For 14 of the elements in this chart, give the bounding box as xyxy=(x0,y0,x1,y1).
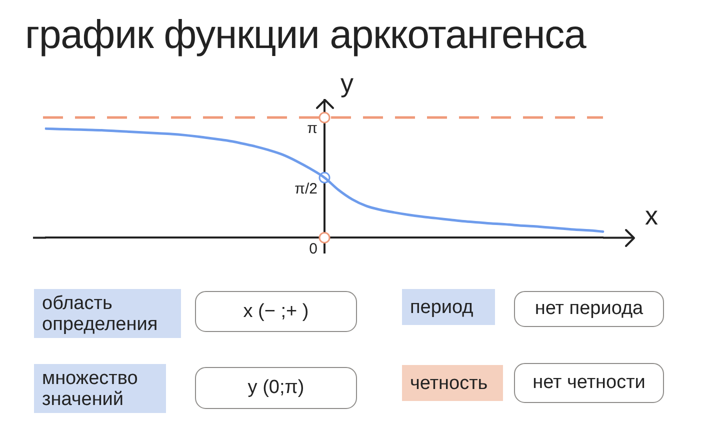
text: x (− ;+ ) xyxy=(243,300,309,322)
chart-title: график функции арккотангенса xyxy=(25,12,586,58)
text: область определения xyxy=(42,292,159,334)
y-tick-label: π/2 xyxy=(294,180,318,198)
text: множество значений xyxy=(42,368,139,410)
text: y (0;π) xyxy=(248,377,304,399)
text: четность xyxy=(410,372,489,394)
text: период xyxy=(410,296,474,318)
y-axis-title: y xyxy=(340,68,354,98)
text: нет четности xyxy=(532,372,646,394)
text: нет периода xyxy=(534,298,644,320)
y-tick-label: π xyxy=(307,120,318,138)
x-axis-title: x xyxy=(645,200,658,231)
y-tick-label: 0 xyxy=(309,240,318,258)
